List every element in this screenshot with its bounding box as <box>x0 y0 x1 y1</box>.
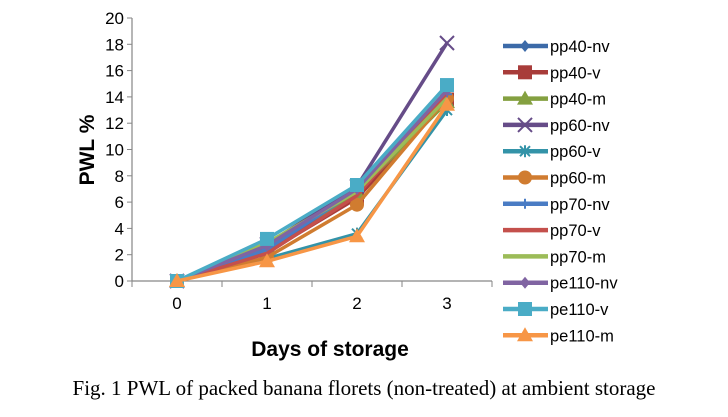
legend-marker <box>517 90 533 105</box>
series-line <box>176 103 449 283</box>
legend-label: pp60-nv <box>550 117 610 135</box>
series-pe110-m <box>169 96 455 287</box>
series-pp70-m <box>176 97 449 283</box>
legend-marker <box>518 302 532 316</box>
data-point <box>349 228 365 243</box>
legend-label: pp60-m <box>550 170 606 188</box>
y-tick-label: 0 <box>115 272 124 291</box>
legend-item: pp40-m <box>503 90 606 109</box>
data-point <box>440 78 454 93</box>
legend-item: pp40-nv <box>503 38 610 56</box>
y-tick-label: 10 <box>105 141 124 160</box>
legend-marker <box>520 276 530 289</box>
series-pp40-nv <box>172 90 452 287</box>
series-line <box>176 83 449 283</box>
x-tick-label: 2 <box>352 294 361 313</box>
legend-item: pp60-m <box>503 170 606 188</box>
data-point <box>439 96 455 111</box>
y-tick-label: 20 <box>105 9 124 28</box>
data-point <box>350 197 364 212</box>
legend-marker <box>520 40 530 52</box>
legend-item: pe110-nv <box>503 275 618 293</box>
series-line <box>176 93 449 283</box>
legend-label: pp60-v <box>550 143 601 161</box>
legend-marker <box>518 65 532 80</box>
legend-label: pe110-nv <box>550 275 618 293</box>
legend-item: pp70-v <box>503 222 601 240</box>
y-tick-label: 6 <box>115 193 124 212</box>
legend-item: pp60-v <box>503 143 601 161</box>
series-line <box>176 97 449 283</box>
series-line <box>176 91 449 283</box>
legend-item: pp60-nv <box>503 117 610 135</box>
figure-caption: Fig. 1 PWL of packed banana florets (non… <box>72 376 656 400</box>
legend-marker <box>518 170 532 185</box>
series-pe110-v <box>170 78 454 288</box>
legend-marker <box>519 145 531 158</box>
legend-marker <box>520 198 530 209</box>
y-tick-label: 2 <box>115 246 124 265</box>
x-tick-label: 1 <box>262 294 271 313</box>
data-point <box>350 178 364 193</box>
data-point <box>439 35 455 51</box>
legend-label: pp70-nv <box>550 196 610 214</box>
y-tick-label: 14 <box>105 88 124 107</box>
series-line <box>176 98 449 283</box>
legend-marker <box>517 117 533 133</box>
series-line <box>176 97 449 283</box>
y-tick-label: 18 <box>105 35 124 54</box>
series-pp70-v <box>176 91 449 283</box>
y-tick-label: 12 <box>105 114 124 133</box>
series-pp70-nv <box>172 89 452 286</box>
legend-label: pp40-m <box>550 91 606 109</box>
y-axis-title: PWL % <box>76 114 99 185</box>
data-point <box>260 231 274 246</box>
legend-item: pp40-v <box>503 64 601 82</box>
series-pp40-v <box>170 92 454 288</box>
legend-label: pp70-m <box>550 248 606 266</box>
legend-item: pp70-m <box>503 248 606 266</box>
legend-label: pp40-nv <box>550 38 610 56</box>
data-point <box>259 253 275 268</box>
series-pp60-m <box>170 91 454 288</box>
legend-item: pe110-v <box>503 301 609 319</box>
x-tick-label: 0 <box>172 294 181 313</box>
legend-label: pp70-v <box>550 222 601 240</box>
y-tick-label: 4 <box>115 219 124 238</box>
y-tick-label: 8 <box>115 167 124 186</box>
y-tick-label: 16 <box>105 62 124 81</box>
series-line <box>176 95 449 283</box>
legend-label: pe110-m <box>550 327 614 345</box>
legend-label: pp40-v <box>550 64 601 82</box>
x-tick-label: 3 <box>442 294 451 313</box>
x-axis-title: Days of storage <box>251 338 409 361</box>
series-line <box>176 89 449 283</box>
data-point <box>169 273 185 287</box>
legend-label: pe110-v <box>550 301 609 319</box>
series-pe110-nv <box>172 84 452 287</box>
legend-item: pe110-m <box>503 327 614 345</box>
legend-item: pp70-nv <box>503 196 610 214</box>
legend-marker <box>517 327 533 342</box>
